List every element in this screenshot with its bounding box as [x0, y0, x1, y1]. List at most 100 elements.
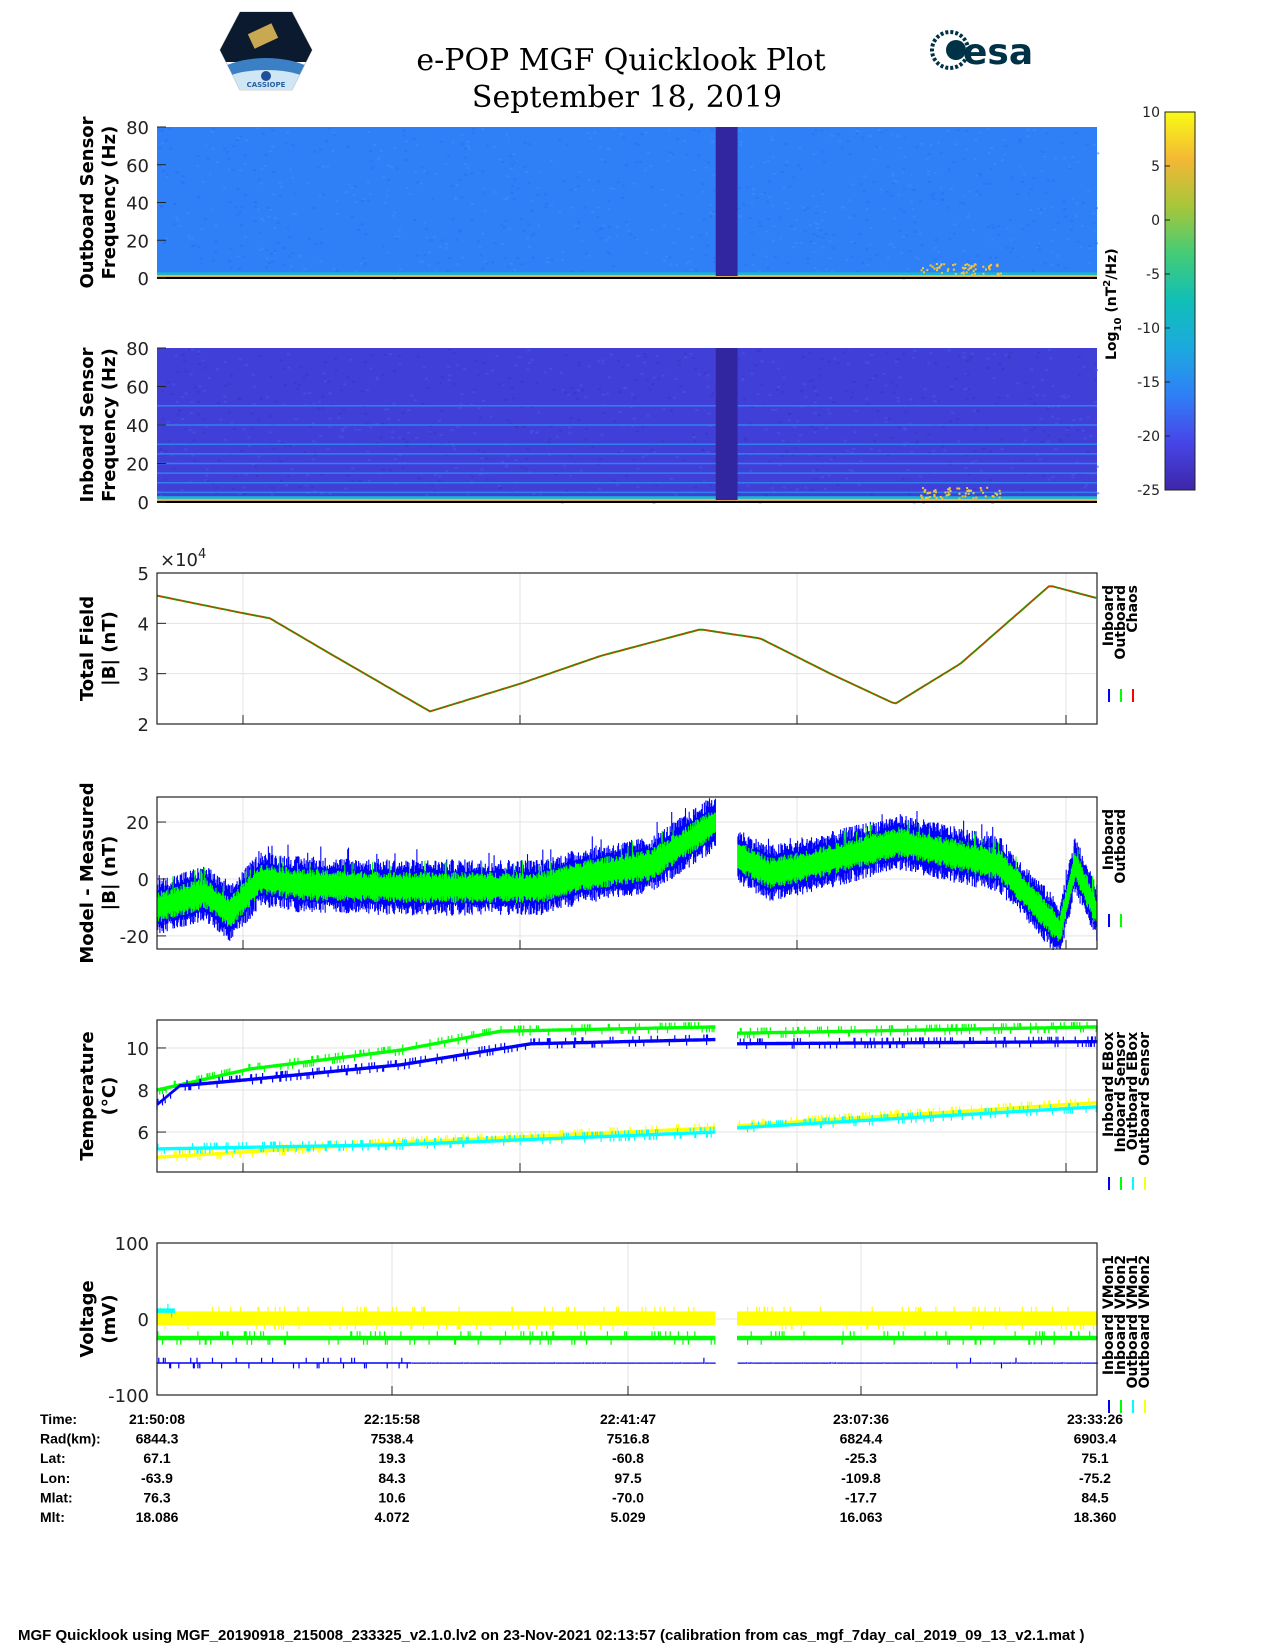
spectrogram-cell [693, 440, 697, 443]
table-cell: 75.1 [1081, 1450, 1108, 1466]
spectrogram-cell [799, 241, 803, 244]
spectrogram-cell [367, 130, 371, 133]
activity-burst [964, 266, 967, 269]
spectrogram-cell [525, 368, 529, 371]
table-cell: 76.3 [143, 1489, 170, 1505]
spectrogram-cell [162, 241, 166, 244]
spectrogram-cell [453, 448, 457, 451]
spectrogram-cell [703, 372, 707, 375]
spectrogram-cell [890, 133, 894, 136]
spectrogram-cell [869, 226, 873, 229]
y-axis-label: Model - Measured|B| (nT) [77, 782, 120, 963]
spectrogram-cell [523, 166, 527, 169]
spectrogram-cell [599, 237, 603, 240]
spectrogram-cell [451, 217, 455, 220]
spectrogram-cell [375, 441, 379, 444]
plot-title: e-POP MGF Quicklook Plot [416, 43, 825, 78]
y-tick-label: 20 [126, 455, 149, 476]
series-inboard-vmon2 [156, 1331, 1098, 1345]
spectrogram-cell [485, 372, 489, 375]
spectrogram-cell [908, 184, 912, 187]
spectrogram-cell [813, 221, 817, 224]
spectrogram-cell [273, 226, 277, 229]
spectrogram-cell [561, 251, 565, 254]
spectrogram-cell [1016, 192, 1020, 195]
spectrogram-cell [853, 431, 857, 434]
spectrogram-cell [427, 251, 431, 254]
spectrogram-cell [197, 362, 201, 365]
spectrogram-cell [261, 219, 265, 222]
spectrogram-cell [896, 396, 900, 399]
spectrogram-cell [450, 429, 454, 432]
spectrogram-cell [573, 188, 577, 191]
spectrogram-cell [1040, 379, 1044, 382]
spectrogram-cell [605, 392, 609, 395]
spectrogram-cell [985, 427, 989, 430]
spectrogram-cell [1076, 160, 1080, 163]
spectrogram-cell [956, 129, 960, 132]
spectrogram-cell [483, 187, 487, 190]
spectrogram-cell [520, 466, 524, 469]
spectrogram-cell [437, 419, 441, 422]
spectrogram-cell [786, 442, 790, 445]
spectrogram-cell [270, 486, 274, 489]
activity-burst [956, 487, 959, 490]
spectrogram-cell [741, 375, 745, 378]
spectrogram-cell [314, 454, 318, 457]
spectrogram-cell [606, 251, 610, 254]
spectrogram-cell [347, 183, 351, 186]
spectrogram-cell [420, 166, 424, 169]
spectrogram-cell [532, 232, 536, 235]
spectrogram-cell [319, 148, 323, 151]
spectrogram-cell [1021, 228, 1025, 231]
spectrogram-cell [223, 147, 227, 150]
spectrogram-cell [160, 204, 164, 207]
spectrogram-cell [596, 216, 600, 219]
spectrogram-cell [751, 264, 755, 267]
spectrogram-cell [448, 374, 452, 377]
spectrogram-cell [602, 224, 606, 227]
spectrogram-cell [672, 211, 676, 214]
spectrogram-cell [470, 202, 474, 205]
activity-burst [979, 486, 982, 489]
spectrogram-cell [173, 202, 177, 205]
spectrogram-cell [787, 185, 791, 188]
spectrogram-cell [259, 182, 263, 185]
spectrogram-cell [977, 131, 981, 134]
spectrogram-cell [282, 263, 286, 266]
spectrogram-cell [1056, 221, 1060, 224]
spectrogram-cell [191, 245, 195, 248]
spectrogram-cell [570, 386, 574, 389]
spectrogram-cell [603, 160, 607, 163]
spectrogram-cell [433, 236, 437, 239]
spectrogram-cell [320, 473, 324, 476]
spectrogram-cell [966, 215, 970, 218]
spectrogram-cell [420, 260, 424, 263]
spectrogram-cell [902, 235, 906, 238]
spectrogram-cell [988, 183, 992, 186]
spectrogram-cell [527, 182, 531, 185]
spectrogram-cell [464, 173, 468, 176]
spectrogram-cell [968, 190, 972, 193]
spectrogram-cell [962, 351, 966, 354]
spectrogram-cell [331, 149, 335, 152]
spectrogram-cell [503, 198, 507, 201]
spectrogram-cell [200, 262, 204, 265]
spectrogram-cell [188, 429, 192, 432]
spectrogram-cell [530, 430, 534, 433]
activity-burst [968, 489, 971, 492]
spectrogram-cell [264, 266, 268, 269]
spectrogram-cell [288, 445, 292, 448]
spectrogram-cell [515, 495, 519, 498]
spectrogram-cell [742, 203, 746, 206]
spectrogram-cell [601, 158, 605, 161]
spectrogram-cell [464, 163, 468, 166]
spectrogram-cell [282, 403, 286, 406]
spectrogram-cell [865, 384, 869, 387]
legend-label: Inboard VMon2 [1113, 1255, 1129, 1375]
legend-label: Chaos [1125, 585, 1141, 633]
spectrogram-cell [1005, 246, 1009, 249]
spectrogram-cell [831, 247, 835, 250]
spectrogram-cell [505, 454, 509, 457]
spectrogram-cell [620, 449, 624, 452]
